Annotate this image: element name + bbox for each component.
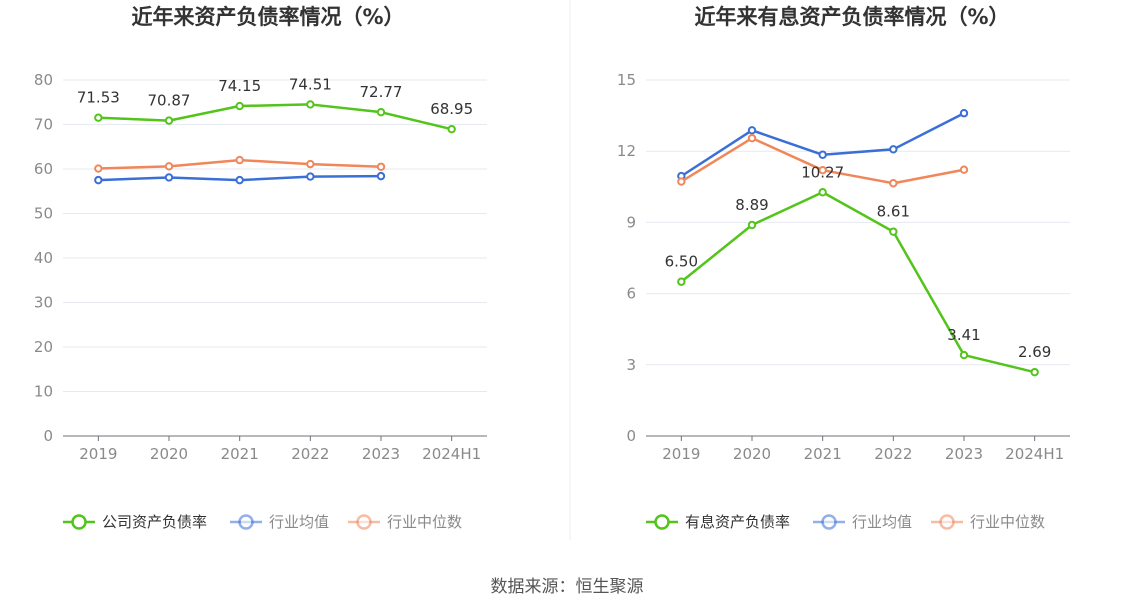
data-point <box>959 165 969 174</box>
x-tick-label: 2022 <box>874 445 912 463</box>
series-line <box>680 191 1035 374</box>
legend-label: 行业中位数 <box>970 513 1045 531</box>
x-tick-label: 2019 <box>79 445 117 463</box>
y-tick-label: 40 <box>34 249 53 267</box>
legend-label: 行业均值 <box>852 513 912 531</box>
legend-label: 公司资产负债率 <box>102 513 207 531</box>
y-tick-label: 6 <box>626 285 636 303</box>
data-label: 72.77 <box>360 83 403 101</box>
data-point <box>747 126 757 135</box>
chart-title: 近年来有息资产负债率情况（%） <box>694 5 1009 29</box>
data-source-label: 数据来源：恒生聚源 <box>491 577 644 597</box>
y-tick-label: 0 <box>43 427 53 445</box>
y-tick-label: 50 <box>34 205 53 223</box>
data-point <box>94 175 103 185</box>
data-point <box>376 171 386 181</box>
data-label: 74.51 <box>289 75 332 93</box>
legend-swatch-marker <box>356 514 372 530</box>
y-tick-label: 20 <box>34 338 53 356</box>
x-tick-label: 2019 <box>662 445 700 463</box>
x-tick-label: 2024H1 <box>422 445 481 463</box>
legend-item[interactable]: 有息资产负债率 <box>646 513 790 531</box>
data-point <box>747 133 757 143</box>
data-point <box>959 350 969 360</box>
x-tick-label: 2020 <box>733 445 771 463</box>
y-tick-label: 10 <box>34 383 53 401</box>
x-tick-label: 2021 <box>804 445 842 463</box>
x-tick-label: 2024H1 <box>1005 445 1064 463</box>
data-point <box>94 164 103 173</box>
y-tick-label: 15 <box>617 71 636 89</box>
y-tick-label: 80 <box>34 71 53 89</box>
legend-swatch-marker <box>71 514 87 530</box>
y-tick-label: 60 <box>34 160 53 178</box>
x-tick-label: 2021 <box>221 445 259 463</box>
data-label: 74.15 <box>218 77 261 95</box>
chart-title: 近年来资产负债率情况（%） <box>131 5 404 29</box>
legend-swatch-marker <box>939 514 955 530</box>
x-tick-label: 2023 <box>362 445 400 463</box>
data-point <box>1030 367 1039 377</box>
data-point <box>677 177 686 186</box>
data-point <box>677 277 686 286</box>
data-point <box>376 107 386 117</box>
y-tick-label: 0 <box>626 427 636 445</box>
data-point <box>889 145 898 154</box>
data-label: 3.41 <box>947 326 980 344</box>
legend-swatch-marker <box>821 514 837 530</box>
y-tick-label: 9 <box>626 213 636 231</box>
data-point <box>447 124 456 134</box>
data-point <box>306 172 315 181</box>
data-point <box>164 116 174 125</box>
legend-item[interactable]: 行业中位数 <box>348 513 462 531</box>
data-label: 6.50 <box>665 253 698 271</box>
data-point <box>235 101 244 111</box>
data-label: 8.89 <box>735 196 768 214</box>
y-tick-label: 12 <box>617 142 636 160</box>
data-point <box>164 173 174 182</box>
data-point <box>94 113 103 122</box>
legend-item[interactable]: 行业均值 <box>230 513 329 531</box>
data-point <box>747 220 757 230</box>
data-point <box>818 165 827 175</box>
data-label: 10.27 <box>801 163 844 181</box>
data-label: 71.53 <box>77 89 120 107</box>
data-point <box>376 162 386 171</box>
x-tick-label: 2023 <box>945 445 983 463</box>
data-point <box>889 227 898 236</box>
data-point <box>306 159 315 169</box>
data-label: 70.87 <box>148 92 191 110</box>
legend-swatch-marker <box>238 514 254 530</box>
legend-label: 行业中位数 <box>387 513 462 531</box>
series-line <box>98 103 452 131</box>
data-point <box>235 155 244 165</box>
data-point <box>235 175 244 185</box>
data-label: 8.61 <box>877 203 910 221</box>
y-tick-label: 70 <box>34 116 53 134</box>
chart-panel-debt-ratio: 近年来资产负债率情况（%） 0 10 20 30 40 50 60 70 80 2019 2020 20… <box>34 5 487 531</box>
data-point <box>959 109 969 118</box>
legend-label: 行业均值 <box>269 513 329 531</box>
data-point <box>818 188 827 197</box>
legend-item[interactable]: 行业均值 <box>813 513 912 531</box>
legend-item[interactable]: 行业中位数 <box>931 513 1045 531</box>
x-tick-label: 2020 <box>150 445 188 463</box>
legend-swatch-marker <box>654 514 670 530</box>
data-point <box>306 100 315 109</box>
chart-panel-interest-debt-ratio: 近年来有息资产负债率情况（%） 0 3 6 9 12 15 2019 2020 2021 2022 2… <box>617 5 1070 531</box>
legend-item[interactable]: 公司资产负债率 <box>63 513 207 531</box>
x-tick-label: 2022 <box>291 445 329 463</box>
data-label: 2.69 <box>1018 343 1051 361</box>
y-tick-label: 30 <box>34 294 53 312</box>
data-point <box>818 150 827 159</box>
legend-label: 有息资产负债率 <box>685 513 790 531</box>
data-point <box>889 179 898 188</box>
data-point <box>164 162 174 171</box>
data-label: 68.95 <box>430 100 473 118</box>
y-tick-label: 3 <box>626 356 636 374</box>
